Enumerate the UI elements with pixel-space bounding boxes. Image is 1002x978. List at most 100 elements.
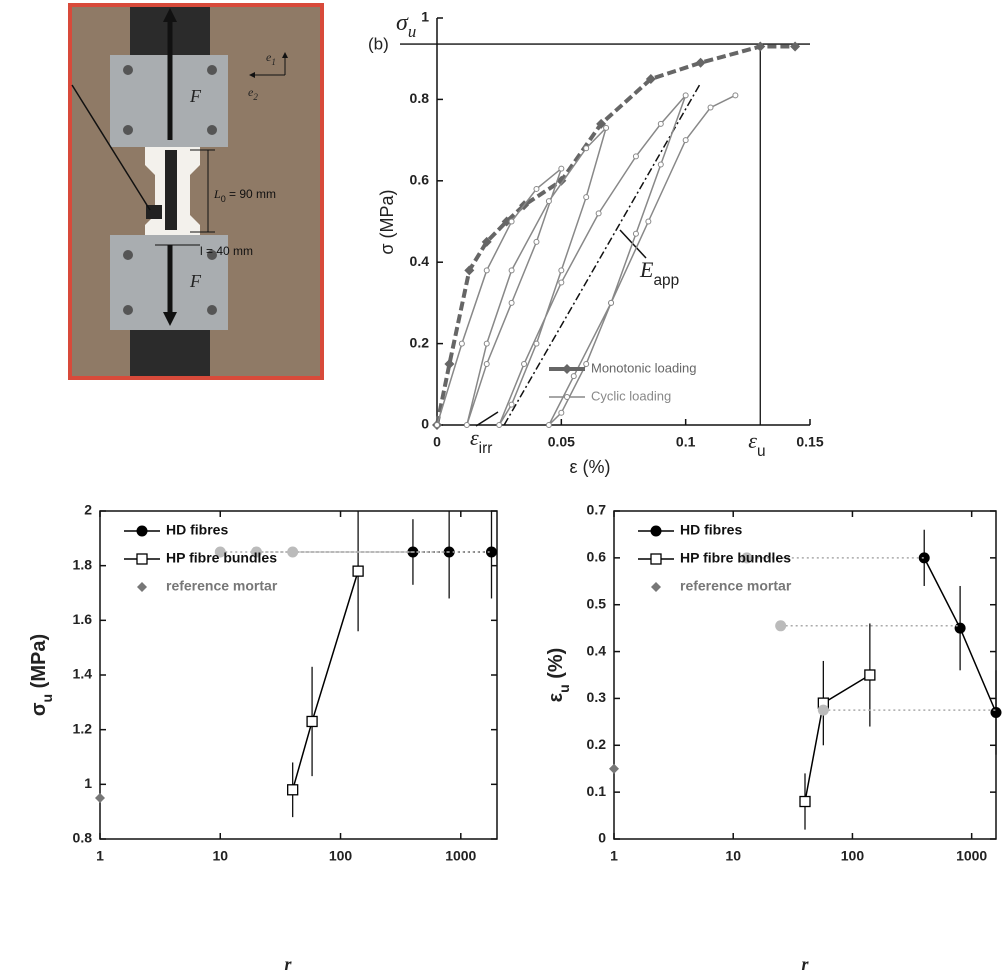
width-label: l = 40 mm: [200, 244, 253, 258]
subscript: irr: [479, 440, 493, 457]
panel-label: (b): [368, 34, 389, 53]
y-tick-label: 1: [84, 775, 92, 791]
label-part: E: [639, 257, 654, 282]
label-part: (%): [545, 648, 567, 685]
marker: [682, 92, 689, 99]
force-label: F: [189, 86, 202, 106]
subscript: 0: [221, 194, 226, 204]
marker: [583, 145, 590, 152]
series-line: [291, 570, 359, 791]
bolt: [207, 125, 217, 135]
series-line: [435, 44, 796, 426]
marker: [632, 230, 639, 237]
marker: [521, 360, 528, 367]
bolt: [123, 65, 133, 75]
y-tick-label: 0.6: [587, 549, 607, 565]
label-part: (MPa): [28, 634, 50, 694]
y-axis-label: εu (%): [545, 648, 571, 703]
marker: [608, 299, 615, 306]
legend-label: reference mortar: [166, 578, 278, 594]
marker: [352, 565, 364, 577]
marker: [657, 161, 664, 168]
marker: [501, 216, 512, 227]
series-line: [804, 674, 871, 802]
marker: [864, 669, 876, 681]
marker: [136, 553, 148, 565]
marker: [603, 124, 610, 131]
marker: [918, 552, 930, 564]
marker: [632, 153, 639, 160]
marker: [508, 401, 515, 408]
subscript: 2: [253, 92, 258, 102]
plot-frame: [99, 510, 498, 840]
x-tick-label: 0: [433, 434, 441, 450]
marker: [651, 582, 661, 592]
clamp: [130, 330, 210, 376]
marker: [136, 525, 148, 537]
marker: [817, 704, 829, 716]
subscript: u: [408, 22, 416, 41]
x-tick-label: 0.05: [548, 434, 575, 450]
legend-label: Monotonic loading: [591, 360, 697, 375]
x-tick-label: 1: [610, 848, 618, 864]
bolt: [123, 125, 133, 135]
force-label: F: [189, 271, 202, 291]
extensometer: [146, 205, 162, 219]
y-tick-label: 0: [421, 416, 429, 432]
marker: [558, 279, 565, 286]
x-axis-label: r: [284, 954, 292, 974]
marker: [645, 218, 652, 225]
x-axis-label: r: [801, 954, 809, 974]
y-tick-label: 1.8: [73, 556, 93, 572]
label-part: σ: [396, 10, 409, 36]
legend-label: HD fibres: [166, 522, 228, 538]
marker: [485, 546, 497, 558]
marker: [250, 546, 262, 558]
x-tick-label: 100: [841, 848, 865, 864]
marker: [483, 360, 490, 367]
marker: [657, 120, 664, 127]
marker: [508, 267, 515, 274]
axis-arrow-head: [249, 72, 255, 78]
label-part: σ: [28, 702, 50, 716]
marker: [287, 546, 299, 558]
y-tick-label: 0.8: [410, 90, 430, 106]
x-tick-label: 1: [96, 848, 104, 864]
marker: [741, 552, 753, 564]
marker: [650, 525, 662, 537]
value: = 90 mm: [226, 187, 276, 201]
legend-label: HD fibres: [680, 522, 742, 538]
marker: [556, 175, 567, 186]
y-tick-label: 1.2: [73, 720, 93, 736]
marker: [732, 92, 739, 99]
bolt: [123, 305, 133, 315]
y-tick-label: 0.7: [587, 502, 607, 518]
y-tick-label: 0.3: [587, 689, 607, 705]
marker: [533, 238, 540, 245]
marker: [562, 364, 572, 374]
y-tick-label: 2: [84, 502, 92, 518]
y-tick-label: 0.4: [410, 253, 430, 269]
marker: [583, 194, 590, 201]
annotation: εirr: [470, 425, 492, 457]
marker: [596, 118, 607, 129]
x-tick-label: 10: [212, 848, 228, 864]
force-arrow-head: [163, 312, 177, 326]
x-tick-label: 0.1: [676, 434, 696, 450]
marker: [595, 210, 602, 217]
modulus-line: [503, 82, 702, 426]
y-tick-label: 0: [598, 830, 606, 846]
subscript: app: [653, 272, 679, 289]
label-part: ε: [470, 425, 479, 450]
y-axis-label: σu (MPa): [28, 634, 54, 716]
wire: [71, 84, 151, 211]
marker: [790, 41, 801, 52]
y-tick-label: 0.5: [587, 595, 607, 611]
axis-arrow-head: [282, 52, 288, 58]
marker: [545, 198, 552, 205]
annotation-arrow: [475, 411, 499, 427]
x-tick-label: 0.15: [796, 434, 823, 450]
x-tick-label: 10: [725, 848, 741, 864]
bolt: [207, 250, 217, 260]
